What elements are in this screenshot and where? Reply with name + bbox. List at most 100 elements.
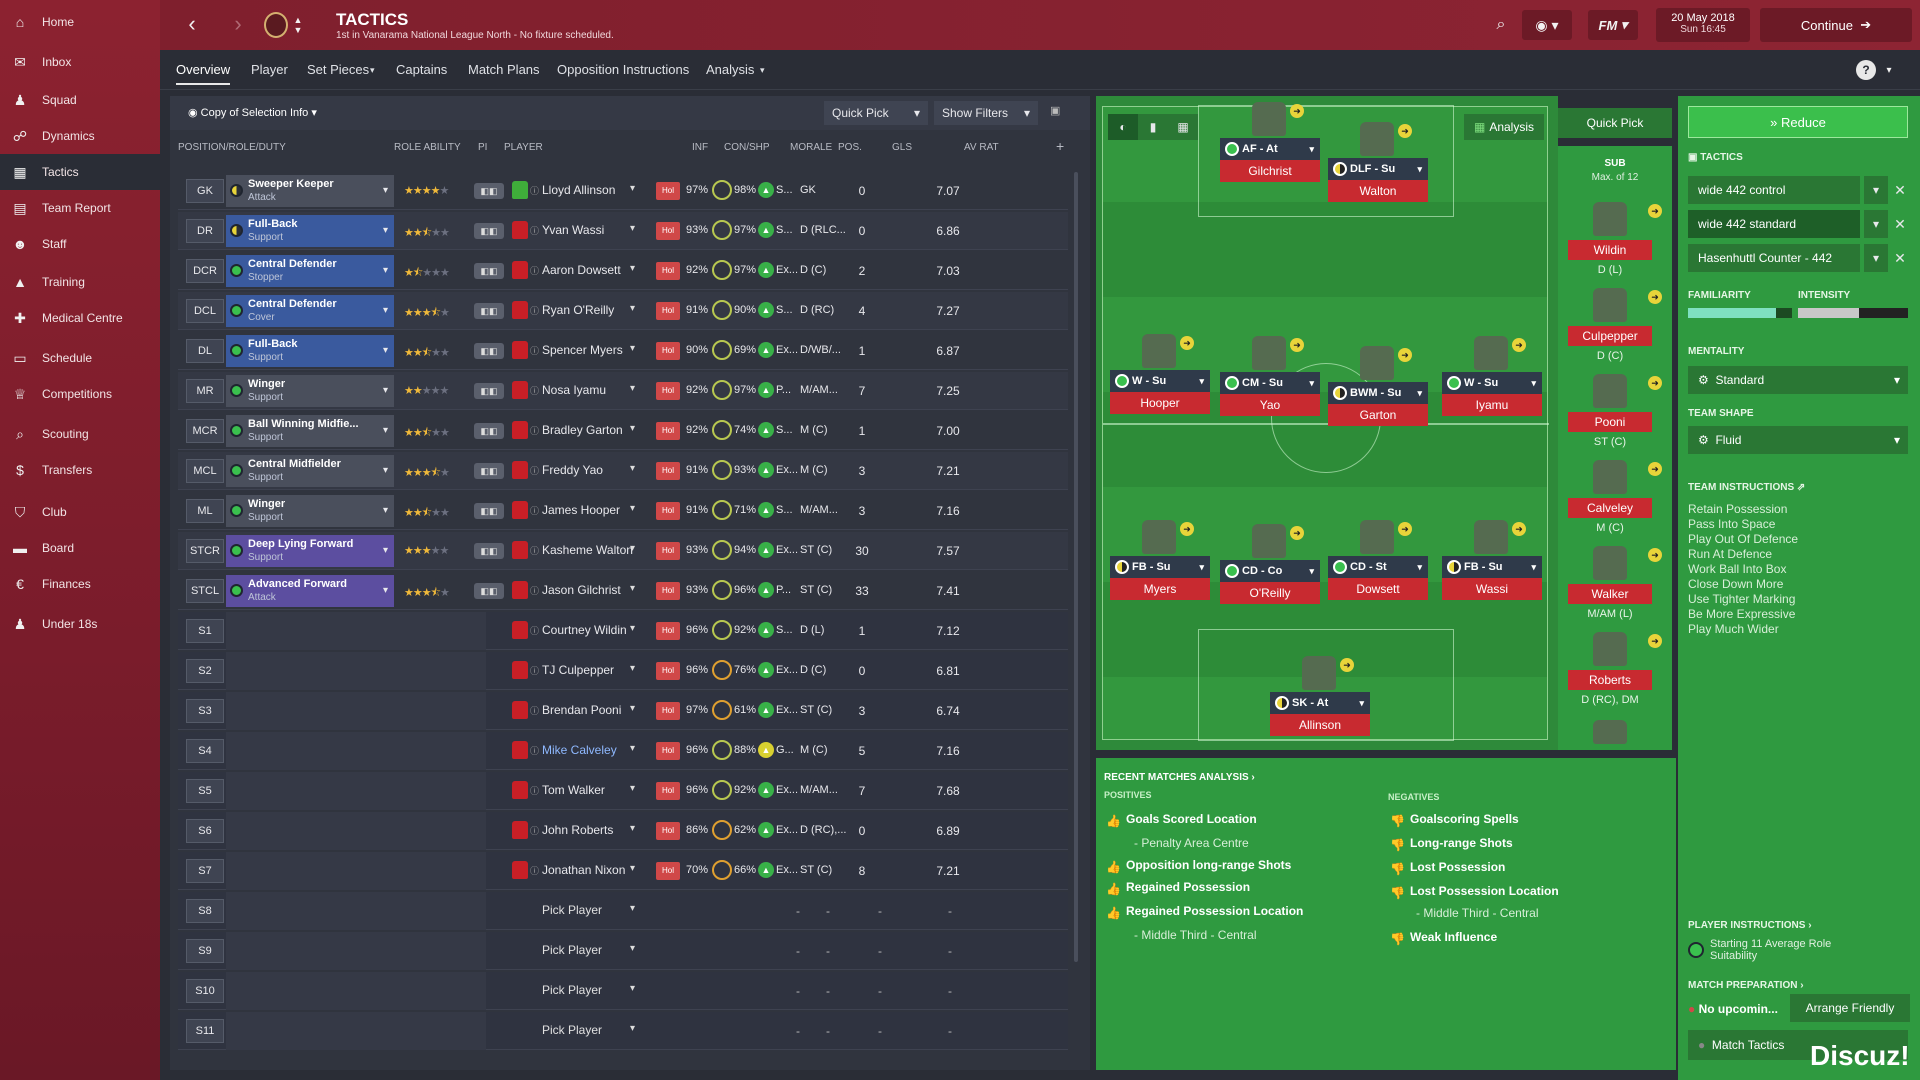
info-icon[interactable]: ⓘ [530,386,540,396]
player-instructions-icon[interactable]: ◧◧ [474,223,504,239]
pick-player-chevron-icon[interactable]: ▾ [630,903,636,914]
table-row[interactable]: STCR Deep Lying Forward Support ▾ ★★★★★ ◧◧ ⓘ Ka… [178,532,1068,570]
player-chevron-icon[interactable]: ▾ [630,183,636,194]
table-row[interactable]: MCR Ball Winning Midfie... Support ▾ ★★⯪★★ ◧◧… [178,412,1068,450]
player-arrow-icon[interactable]: ➜ [1648,548,1662,562]
pitch-player[interactable]: ➜ AF - At ▾ Gilchrist [1220,102,1320,188]
player-arrow-icon[interactable]: ➜ [1398,348,1412,362]
pitch-player[interactable]: ➜ CD - St ▾ Dowsett [1328,520,1428,606]
role-selector[interactable]: Ball Winning Midfie... Support ▾ [226,415,394,447]
player-chevron-icon[interactable]: ▾ [630,583,636,594]
bench-player-name-label[interactable]: Roberts [1568,670,1652,690]
tab-opposition-instructions[interactable]: Opposition Instructions [557,62,690,77]
player-name[interactable]: Kasheme Walton [542,543,633,557]
info-icon[interactable]: ⓘ [530,306,540,316]
pitch-player[interactable]: ➜ BWM - Su ▾ Garton [1328,346,1428,432]
col-role-ability[interactable]: ROLE ABILITY [394,142,461,153]
col-pi[interactable]: PI [478,142,488,153]
player-name-label[interactable]: Wassi [1442,578,1542,600]
player-name[interactable]: TJ Culpepper [542,663,615,677]
player-arrow-icon[interactable]: ➜ [1180,336,1194,350]
info-icon[interactable]: ⓘ [530,786,540,796]
table-row[interactable]: S7 ⓘ Jonathan Nixon ▾ Hol 70% 66% ▲ Ex... ST (C) 8… [178,852,1068,890]
table-row[interactable]: DCL Central Defender Cover ▾ ★★★⯪★ ◧◧ ⓘ Ryan O'… [178,292,1068,330]
info-icon[interactable]: ⓘ [530,546,540,556]
player-chevron-icon[interactable]: ▾ [630,623,636,634]
player-arrow-icon[interactable]: ➜ [1398,124,1412,138]
table-row[interactable]: S8 Pick Player ▾ - - - - [178,892,1068,930]
player-role-label[interactable]: BWM - Su ▾ [1328,382,1428,404]
player-name[interactable]: Bradley Garton [542,423,623,437]
pick-player-dropdown[interactable]: Pick Player [542,903,603,917]
role-selector[interactable]: Central Defender Cover ▾ [226,295,394,327]
player-name[interactable]: Tom Walker [542,783,605,797]
player-arrow-icon[interactable]: ➜ [1290,104,1304,118]
grid-view-icon[interactable]: ▦ [1177,120,1189,134]
tactic-slot-2[interactable]: wide 442 standard [1688,210,1860,238]
player-role-label[interactable]: FB - Su ▾ [1442,556,1542,578]
table-row[interactable]: MR Winger Support ▾ ★★★★★ ◧◧ ⓘ Nosa Iyamu ▾ Hol 92… [178,372,1068,410]
player-name[interactable]: Jonathan Nixon [542,863,626,877]
player-role-label[interactable]: FB - Su ▾ [1110,556,1210,578]
player-arrow-icon[interactable]: ➜ [1648,376,1662,390]
player-name[interactable]: Jason Gilchrist [542,583,621,597]
pick-player-dropdown[interactable]: Pick Player [542,943,603,957]
pitch-player[interactable]: ➜ DLF - Su ▾ Walton [1328,122,1428,208]
stats-view-icon[interactable]: ▮ [1149,120,1157,134]
table-scrollbar[interactable] [1074,172,1078,962]
player-name-label[interactable]: Gilchrist [1220,160,1320,182]
info-icon[interactable]: ⓘ [530,466,540,476]
match-preparation-link[interactable]: MATCH PREPARATION › [1688,980,1804,991]
player-instructions-icon[interactable]: ◧◧ [474,303,504,319]
sidebar-item-finances[interactable]: € Finances [0,566,160,602]
table-row[interactable]: GK Sweeper Keeper Attack ▾ ★★★★★ ◧◧ ⓘ Lloyd All… [178,172,1068,210]
player-arrow-icon[interactable]: ➜ [1648,290,1662,304]
role-selector[interactable]: Winger Support ▾ [226,375,394,407]
info-icon[interactable]: ⓘ [530,266,540,276]
player-chevron-icon[interactable]: ▾ [630,663,636,674]
player-role-label[interactable]: CD - Co ▾ [1220,560,1320,582]
col-morale[interactable]: MORALE [790,142,833,153]
bench-player[interactable]: ➜ Calveley M (C) [1568,460,1664,546]
player-instructions-icon[interactable]: ◧◧ [474,263,504,279]
player-name[interactable]: Aaron Dowsett [542,263,621,277]
role-selector[interactable]: Full-Back Support ▾ [226,215,394,247]
player-instructions-icon[interactable]: ◧◧ [474,383,504,399]
player-chevron-icon[interactable]: ▾ [630,783,636,794]
player-chevron-icon[interactable]: ▾ [630,503,636,514]
pick-player-dropdown[interactable]: Pick Player [542,983,603,997]
arrange-friendly-button[interactable]: Arrange Friendly [1790,994,1910,1022]
bench-player-name-label[interactable]: Wildin [1568,240,1652,260]
player-arrow-icon[interactable]: ➜ [1180,522,1194,536]
info-icon[interactable]: ⓘ [530,706,540,716]
pitch-player[interactable]: ➜ CD - Co ▾ O'Reilly [1220,524,1320,610]
sidebar-item-training[interactable]: ▲ Training [0,264,160,300]
sidebar-item-dynamics[interactable]: ☍ Dynamics [0,118,160,154]
tactic-slot-1-chevron-icon[interactable]: ▾ [1864,176,1888,204]
club-crest-icon[interactable] [264,12,288,38]
role-selector[interactable]: Deep Lying Forward Support ▾ [226,535,394,567]
player-name[interactable]: Freddy Yao [542,463,603,477]
player-role-label[interactable]: AF - At ▾ [1220,138,1320,160]
player-arrow-icon[interactable]: ➜ [1512,522,1526,536]
table-row[interactable]: STCL Advanced Forward Attack ▾ ★★★⯪★ ◧◧ ⓘ Jason… [178,572,1068,610]
sidebar-item-club[interactable]: ⛉ Club [0,494,160,530]
sidebar-item-home[interactable]: ⌂ Home [0,4,160,40]
bench-player-name-label[interactable]: Walker [1568,584,1652,604]
player-chevron-icon[interactable]: ▾ [630,303,636,314]
col-pos[interactable]: POS. [838,142,862,153]
player-chevron-icon[interactable]: ▾ [630,383,636,394]
info-icon[interactable]: ⓘ [530,426,540,436]
sidebar-item-under-18s[interactable]: ♟ Under 18s [0,606,160,642]
quick-pick-button[interactable]: Quick Pick ▾ [824,101,928,125]
player-role-label[interactable]: W - Su ▾ [1442,372,1542,394]
player-instructions-icon[interactable]: ◧◧ [474,543,504,559]
sidebar-item-squad[interactable]: ♟ Squad [0,82,160,118]
player-chevron-icon[interactable]: ▾ [630,223,636,234]
sidebar-item-tactics[interactable]: ▦ Tactics [0,154,160,190]
search-icon[interactable]: ⌕ [1496,16,1506,33]
player-arrow-icon[interactable]: ➜ [1648,462,1662,476]
player-role-label[interactable]: CD - St ▾ [1328,556,1428,578]
sidebar-item-transfers[interactable]: $ Transfers [0,452,160,488]
player-name-label[interactable]: Garton [1328,404,1428,426]
